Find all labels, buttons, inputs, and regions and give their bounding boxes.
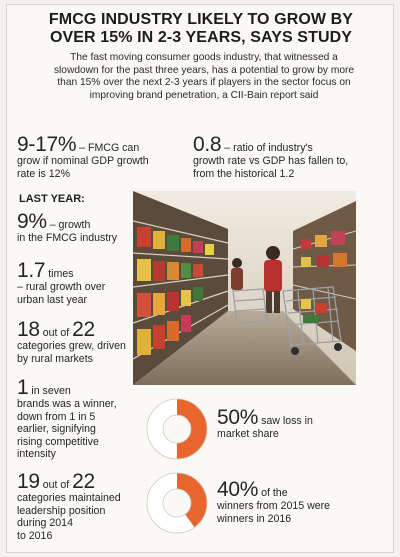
donut-segment [147,473,207,533]
donut-segment [147,399,207,459]
stat-text: winners from 2015 were [217,500,331,512]
stat-text: leadership position [17,504,106,517]
stat-text: down from 1 in 5 [17,410,96,423]
stat-text: saw loss in [258,415,313,427]
donut-outer-edge [146,472,208,534]
stat-text: in seven [28,385,71,397]
donut-outer-edge [146,398,208,460]
stat-value: 22 [72,470,95,493]
intro-line: improving brand penetration, a CII-Bain … [89,89,319,101]
stat-value: 50% [217,406,259,429]
donut-chart-repeat-winners [146,472,208,534]
stat-value: 40% [217,478,259,501]
stat-text: growth rate vs GDP has fallen to, [193,155,349,167]
stat-value: 18 [17,318,40,341]
stat-loss-in-share: 50% saw loss in market share [217,407,367,441]
supermarket-photo [133,191,356,385]
stat-text: rate is 12% [17,167,70,180]
stat-text: out of [39,327,73,339]
stat-categories-grew: 18 out of 22 categories grew, driven by … [17,319,139,365]
stat-winning-brands: 1 in seven brands was a winner, down fro… [17,377,139,461]
headline-line-2: OVER 15% IN 2-3 YEARS, SAYS STUDY [49,29,353,46]
stat-industry-growth: 9% – growth in the FMCG industry [17,211,135,245]
intro-line: The fast moving consumer goods industry,… [70,52,338,63]
stat-text: winners in 2016 [217,512,292,525]
stat-categories-leadership: 19 out of 22 categories maintained leade… [17,471,139,542]
stat-value: 1.7 [17,259,46,282]
donut-inner-edge [162,488,192,518]
stat-text: times [45,268,74,280]
stat-text: earlier, signifying [17,423,96,435]
stat-growth-ratio: 0.8 – ratio of industry's growth rate vs… [193,134,388,180]
stat-rural-growth: 1.7 times – rural growth over urban last… [17,260,135,306]
intro-line: slowdown for the past three years, has a… [53,64,355,76]
donut-chart-loss-in-share [146,398,208,460]
stat-value: 19 [17,470,40,493]
stat-text: of the [258,487,288,499]
stat-text: market share [217,428,279,440]
intro-paragraph: The fast moving consumer goods industry,… [37,52,371,102]
stat-text: during 2014 [17,517,73,529]
stat-value: 1 [17,376,29,399]
stat-text: from the historical 1.2 [193,167,295,180]
article-page: FMCG INDUSTRY LIKELY TO GROW BY OVER 15%… [6,4,394,553]
supermarket-illustration [133,191,356,385]
stat-text: rising competitive [17,435,99,448]
stat-value: 22 [72,318,95,341]
stat-text: – ratio of industry's [221,142,313,154]
stat-text: in the FMCG industry [17,232,118,244]
stat-value: 0.8 [193,133,222,156]
stat-text: urban last year [17,293,88,306]
stat-text: – growth [46,219,91,231]
stat-repeat-winners: 40% of the winners from 2015 were winner… [217,479,389,525]
stat-value: 9-17% [17,133,77,156]
stat-text: by rural markets [17,352,93,365]
headline: FMCG INDUSTRY LIKELY TO GROW BY OVER 15%… [7,11,395,47]
stat-text: categories grew, driven [17,340,126,352]
intro-line: than 15% over the next 2-3 years if play… [57,77,351,89]
stat-text: to 2016 [17,529,53,542]
stat-text: intensity [17,448,56,460]
stat-text: categories maintained [17,492,121,504]
stat-text: grow if nominal GDP growth [17,155,149,167]
stat-value: 9% [17,210,47,233]
donut-inner-edge [162,414,192,444]
section-label-last-year: LAST YEAR: [19,193,85,205]
stat-text: – FMCG can [76,142,140,154]
stat-text: brands was a winner, [17,398,117,410]
stat-text: – rural growth over [17,281,106,293]
stat-fmcg-growth: 9-17% – FMCG can grow if nominal GDP gro… [17,134,187,180]
stat-text: out of [39,479,73,491]
headline-line-1: FMCG INDUSTRY LIKELY TO GROW BY [48,11,354,28]
